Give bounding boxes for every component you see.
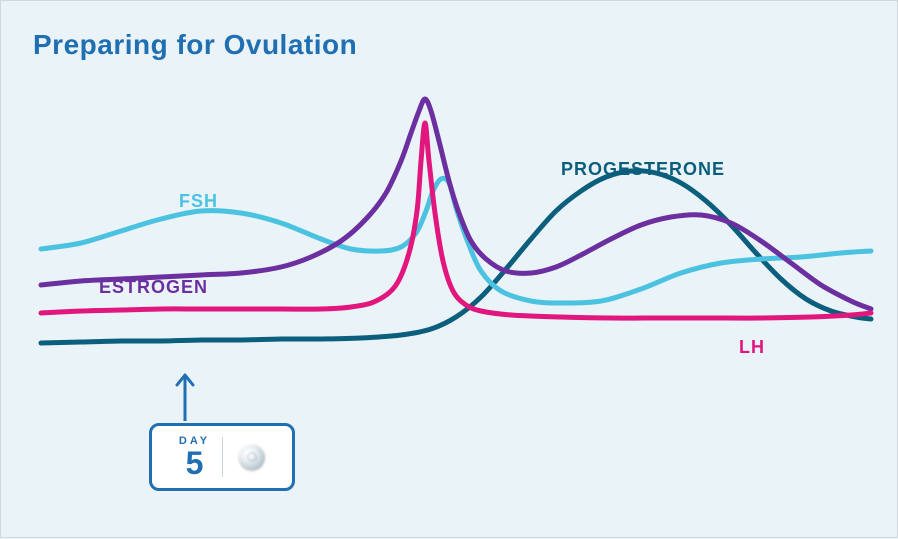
- hormone-chart: FSH ESTROGEN PROGESTERONE LH: [1, 1, 898, 539]
- label-fsh: FSH: [179, 191, 218, 212]
- day-indicator-box: DAY 5: [149, 423, 295, 491]
- chart-svg: [1, 1, 898, 539]
- day-indicator-number: 5: [179, 447, 210, 479]
- label-estrogen: ESTROGEN: [99, 277, 208, 298]
- label-lh: LH: [739, 337, 765, 358]
- label-progesterone: PROGESTERONE: [561, 159, 725, 180]
- dial-icon[interactable]: [239, 444, 265, 470]
- day-indicator-divider: [222, 437, 223, 477]
- day-indicator-arrow: [173, 369, 197, 423]
